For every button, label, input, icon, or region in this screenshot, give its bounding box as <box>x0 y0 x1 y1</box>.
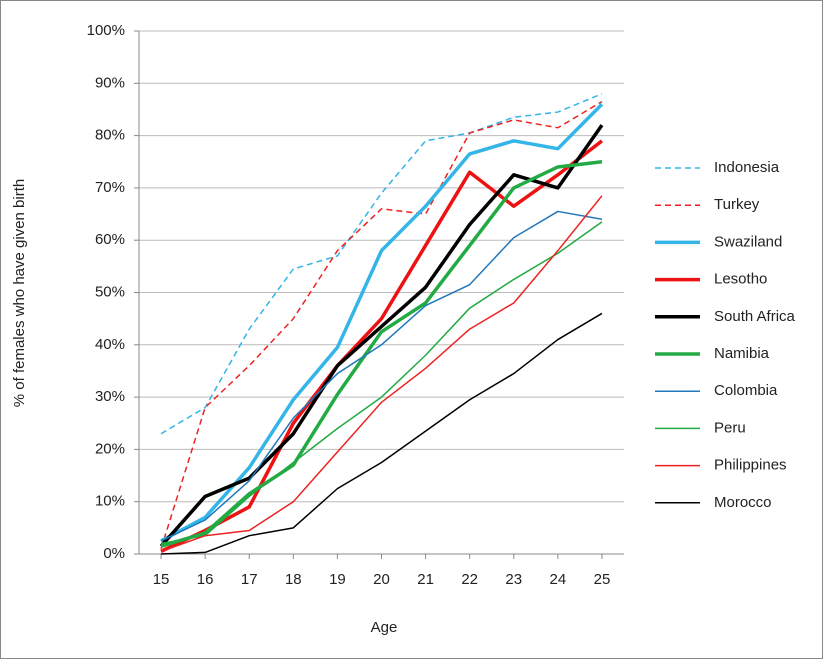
legend-label: Namibia <box>714 345 770 362</box>
y-tick-label: 20% <box>95 440 125 457</box>
x-tick-label: 22 <box>461 571 478 588</box>
series-line <box>160 210 603 542</box>
legend-label: Indonesia <box>714 159 780 176</box>
series-line <box>160 160 603 548</box>
x-axis-label: Age <box>371 619 398 636</box>
x-tick-label: 21 <box>417 571 434 588</box>
series-line <box>161 312 603 555</box>
x-tick-label: 18 <box>285 571 302 588</box>
legend-label: Philippines <box>714 457 787 474</box>
x-tick-label: 15 <box>153 571 170 588</box>
x-tick-label: 25 <box>594 571 611 588</box>
y-tick-label: 30% <box>95 388 125 405</box>
y-tick-label: 50% <box>95 283 125 300</box>
legend-label: Turkey <box>714 196 760 213</box>
y-tick-label: 100% <box>87 22 125 39</box>
x-tick-label: 16 <box>197 571 214 588</box>
legend-label: South Africa <box>714 308 796 325</box>
x-tick-label: 20 <box>373 571 390 588</box>
series-line <box>160 195 603 553</box>
x-tick-label: 19 <box>329 571 346 588</box>
y-tick-label: 70% <box>95 179 125 196</box>
y-tick-label: 90% <box>95 74 125 91</box>
x-tick-label: 24 <box>550 571 567 588</box>
series-line <box>160 100 603 549</box>
series-line <box>160 139 604 553</box>
legend-label: Morocco <box>714 494 772 511</box>
x-tick-label: 17 <box>241 571 258 588</box>
y-tick-label: 60% <box>95 231 125 248</box>
y-tick-label: 40% <box>95 336 125 353</box>
legend-label: Lesotho <box>714 271 767 288</box>
series-line <box>160 221 603 545</box>
y-tick-label: 80% <box>95 127 125 144</box>
series-line <box>160 93 603 435</box>
y-tick-label: 10% <box>95 493 125 510</box>
y-tick-label: 0% <box>103 545 125 562</box>
legend-label: Swaziland <box>714 233 782 250</box>
y-axis-label: % of females who have given birth <box>11 179 28 407</box>
legend-label: Colombia <box>714 382 778 399</box>
legend-label: Peru <box>714 419 746 436</box>
x-tick-label: 23 <box>505 571 522 588</box>
